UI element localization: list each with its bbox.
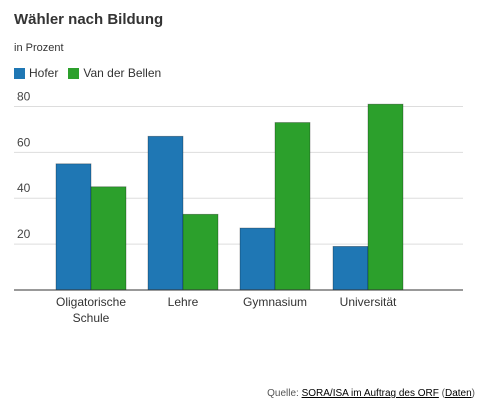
legend-label-hofer: Hofer [29, 66, 59, 80]
bar-van-der-bellen-2 [274, 122, 311, 291]
bar-hofer-3 [332, 246, 369, 291]
legend: Hofer Van der Bellen [14, 66, 171, 80]
chart-title: Wähler nach Bildung [14, 11, 164, 28]
bar-hofer-2 [239, 227, 276, 291]
source-prefix: Quelle: [267, 388, 302, 399]
y-tick-label-20: 20 [17, 227, 31, 241]
source-open-paren: ( [438, 388, 445, 399]
x-tick-label-0-0: Oligatorische [56, 295, 126, 309]
legend-label-van-der-bellen: Van der Bellen [83, 66, 162, 80]
bar-hofer-1 [147, 135, 184, 291]
source-close-paren: ) [471, 388, 475, 399]
x-tick-label-1-0: Lehre [168, 295, 199, 309]
x-tick-label-3-0: Universität [340, 295, 397, 309]
legend-item-hofer: Hofer [14, 66, 58, 80]
bar-hofer-0 [55, 163, 92, 291]
bar-van-der-bellen-3 [367, 103, 404, 291]
source-link[interactable]: SORA/ISA im Auftrag des ORF [301, 388, 439, 399]
y-tick-label-40: 40 [17, 181, 31, 195]
x-tick-label-0-1: Schule [73, 311, 110, 325]
legend-item-van-der-bellen: Van der Bellen [68, 66, 161, 80]
legend-swatch-van-der-bellen [68, 67, 80, 79]
data-link[interactable]: Daten [444, 388, 472, 399]
bar-van-der-bellen-0 [90, 186, 127, 291]
x-tick-label-2-0: Gymnasium [243, 295, 307, 309]
source-line: Quelle: SORA/ISA im Auftrag des ORF (Dat… [267, 388, 475, 399]
y-tick-label-80: 80 [17, 89, 31, 103]
y-tick-label-60: 60 [17, 135, 31, 149]
legend-swatch-hofer [14, 67, 25, 79]
chart-subtitle: in Prozent [14, 42, 64, 54]
bar-van-der-bellen-1 [182, 213, 219, 291]
